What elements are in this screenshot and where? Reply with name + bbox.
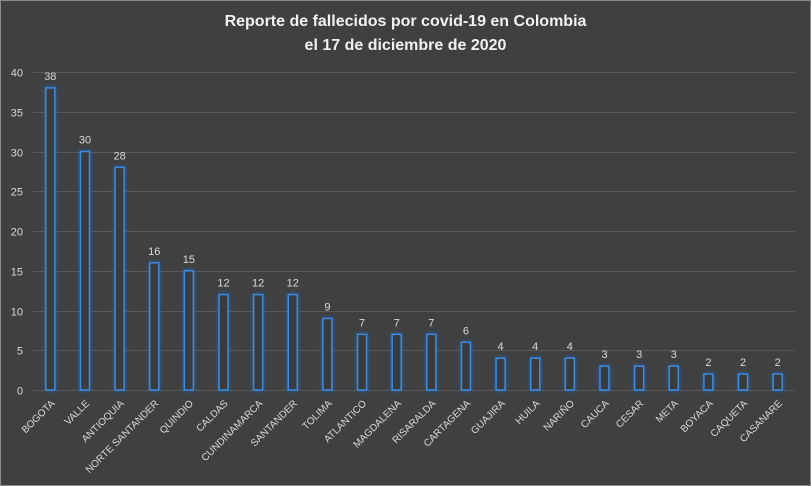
data-label-boyaca: 2 xyxy=(705,357,711,369)
y-tick-label-5: 5 xyxy=(17,346,23,358)
bar-huila xyxy=(529,357,541,391)
bar-bogota xyxy=(45,87,56,391)
data-label-meta: 3 xyxy=(671,349,677,361)
x-tick-label-bogota: BOGOTA xyxy=(20,398,58,436)
x-tick-label-huila: HUILA xyxy=(514,398,543,427)
bar-caqueta xyxy=(737,373,749,391)
data-label-cundinamarca: 12 xyxy=(252,278,264,290)
data-label-guajira: 4 xyxy=(498,341,504,353)
x-tick-label-quindio: QUINDIO xyxy=(158,398,196,436)
data-labels: 38 30 28 16 15 12 12 12 9 7 7 7 6 4 4 4 3 3 3 2 2 2 xyxy=(44,71,781,369)
data-label-risaralda: 7 xyxy=(428,317,434,329)
data-label-narino: 4 xyxy=(567,341,573,353)
data-label-santander: 12 xyxy=(287,278,299,290)
x-tick-label-cundinamarca: CUNDINAMARCA xyxy=(200,398,266,464)
x-tick-label-guajira: GUAJIRA xyxy=(469,398,508,437)
data-label-cesar: 3 xyxy=(636,349,642,361)
y-tick-label-0: 0 xyxy=(17,386,23,398)
bar-tolima xyxy=(322,317,333,391)
bar-cauca xyxy=(599,365,610,391)
bar-cundinamarca xyxy=(252,293,264,391)
bar-guajira xyxy=(495,357,506,391)
data-label-atlantico: 7 xyxy=(359,317,365,329)
y-tick-label-30: 30 xyxy=(11,148,23,160)
data-label-tolima: 9 xyxy=(324,301,330,313)
y-tick-label-10: 10 xyxy=(11,307,23,319)
y-tick-label-35: 35 xyxy=(11,108,23,120)
data-label-norte-santander: 16 xyxy=(148,246,160,258)
data-label-caldas: 12 xyxy=(217,278,229,290)
data-label-valle: 30 xyxy=(79,135,91,147)
bar-casanare xyxy=(772,373,783,391)
x-tick-label-tolima: TOLIMA xyxy=(301,398,335,432)
y-axis: 0 5 10 15 20 25 30 35 40 xyxy=(11,68,23,398)
bar-magdalena xyxy=(391,333,402,391)
data-label-casanare: 2 xyxy=(775,357,781,369)
data-label-quindio: 15 xyxy=(183,254,195,266)
bar-santander xyxy=(287,293,299,391)
data-label-magdalena: 7 xyxy=(394,317,400,329)
y-tick-label-15: 15 xyxy=(11,267,23,279)
bar-cartagena xyxy=(460,341,472,391)
x-tick-label-caldas: CALDAS xyxy=(195,398,231,434)
data-label-huila: 4 xyxy=(532,341,538,353)
bar-atlantico xyxy=(356,333,368,391)
bar-valle xyxy=(79,150,91,391)
bar-boyaca xyxy=(703,373,714,391)
bar-narino xyxy=(564,357,576,391)
data-label-antioquia: 28 xyxy=(113,150,125,162)
x-tick-label-narino: NARIÑO xyxy=(540,397,577,434)
y-tick-label-20: 20 xyxy=(11,227,23,239)
bars xyxy=(45,87,783,391)
x-tick-label-meta: META xyxy=(654,398,681,425)
x-tick-label-valle: VALLE xyxy=(63,398,93,428)
bar-meta xyxy=(668,365,680,391)
y-tick-label-25: 25 xyxy=(11,187,23,199)
y-tick-label-40: 40 xyxy=(11,68,23,80)
data-label-cartagena: 6 xyxy=(463,325,469,337)
data-label-cauca: 3 xyxy=(601,349,607,361)
bar-caldas xyxy=(218,293,229,391)
bar-norte-santander xyxy=(148,262,160,391)
data-label-caqueta: 2 xyxy=(740,357,746,369)
x-tick-label-cauca: CAUCA xyxy=(579,398,612,431)
bar-risaralda xyxy=(426,333,437,391)
bar-quindio xyxy=(183,270,195,391)
bar-antioquia xyxy=(114,166,125,391)
x-tick-label-cesar: CESAR xyxy=(614,398,646,430)
chart-title: Reporte de fallecidos por covid-19 en Co… xyxy=(224,13,587,54)
bar-cesar xyxy=(633,365,645,391)
gridlines xyxy=(33,72,795,391)
data-label-bogota: 38 xyxy=(44,71,56,83)
